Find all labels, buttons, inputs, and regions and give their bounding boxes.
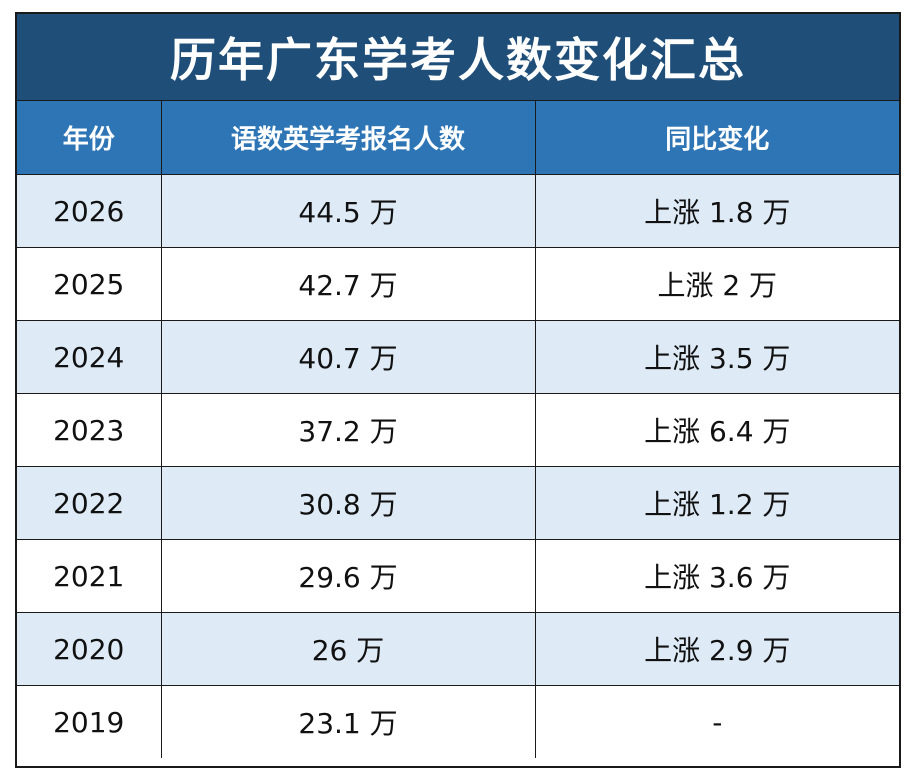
header-yoy-change: 同比变化 [535, 101, 899, 175]
cell-count: 42.7 万 [161, 247, 536, 321]
table-row: 2020 26 万 上涨 2.9 万 [17, 612, 899, 686]
cell-change: 上涨 3.6 万 [535, 539, 899, 613]
cell-count: 23.1 万 [161, 685, 536, 758]
table-row: 2024 40.7 万 上涨 3.5 万 [17, 320, 899, 394]
cell-count: 30.8 万 [161, 466, 536, 540]
cell-year: 2022 [17, 466, 162, 540]
summary-table-frame: 历年广东学考人数变化汇总 年份 语数英学考报名人数 同比变化 2026 44.5… [15, 12, 901, 768]
cell-change: 上涨 1.2 万 [535, 466, 899, 540]
table-title: 历年广东学考人数变化汇总 [17, 14, 899, 101]
cell-change: 上涨 2 万 [535, 247, 899, 321]
cell-count: 44.5 万 [161, 174, 536, 248]
cell-change: 上涨 3.5 万 [535, 320, 899, 394]
cell-count: 40.7 万 [161, 320, 536, 394]
cell-change: 上涨 2.9 万 [535, 612, 899, 686]
cell-year: 2024 [17, 320, 162, 394]
cell-change: 上涨 1.8 万 [535, 174, 899, 248]
table-row: 2022 30.8 万 上涨 1.2 万 [17, 466, 899, 540]
table-row: 2026 44.5 万 上涨 1.8 万 [17, 174, 899, 248]
header-year: 年份 [17, 101, 162, 175]
cell-count: 37.2 万 [161, 393, 536, 467]
cell-change: 上涨 6.4 万 [535, 393, 899, 467]
cell-count: 26 万 [161, 612, 536, 686]
cell-year: 2023 [17, 393, 162, 467]
cell-year: 2025 [17, 247, 162, 321]
table-row: 2019 23.1 万 - [17, 685, 899, 758]
cell-year: 2026 [17, 174, 162, 248]
header-row: 年份 语数英学考报名人数 同比变化 [17, 101, 899, 175]
table-row: 2023 37.2 万 上涨 6.4 万 [17, 393, 899, 467]
cell-change: - [535, 685, 899, 758]
cell-year: 2019 [17, 685, 162, 758]
table-row: 2021 29.6 万 上涨 3.6 万 [17, 539, 899, 613]
cell-count: 29.6 万 [161, 539, 536, 613]
cell-year: 2021 [17, 539, 162, 613]
summary-table: 年份 语数英学考报名人数 同比变化 2026 44.5 万 上涨 1.8 万 2… [17, 101, 899, 758]
cell-year: 2020 [17, 612, 162, 686]
header-registration-count: 语数英学考报名人数 [161, 101, 536, 175]
table-row: 2025 42.7 万 上涨 2 万 [17, 247, 899, 321]
